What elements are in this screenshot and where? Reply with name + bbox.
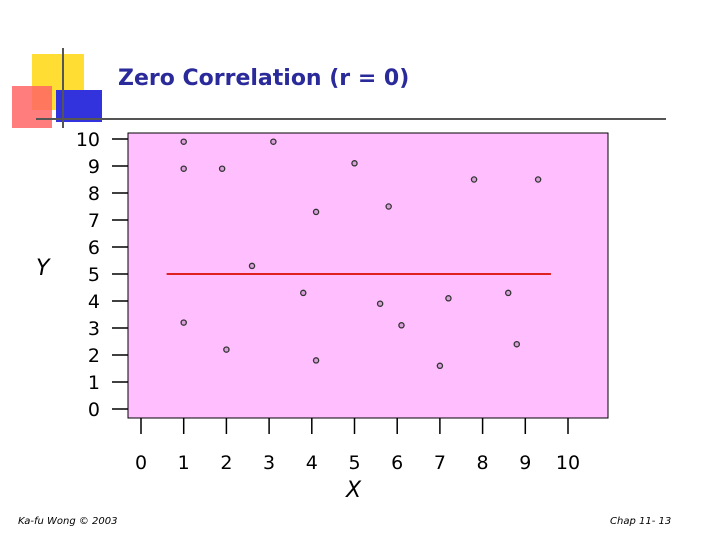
data-point xyxy=(312,357,320,364)
data-point xyxy=(470,176,478,183)
data-point xyxy=(504,289,512,297)
y-tick-label: 5 xyxy=(88,264,100,286)
page-title: Zero Correlation (r = 0) xyxy=(118,66,410,91)
data-point xyxy=(398,322,405,329)
y-tick-label: 10 xyxy=(76,129,100,151)
data-point xyxy=(180,319,187,326)
data-point xyxy=(445,295,452,302)
deco-horizontal-line xyxy=(36,118,666,120)
x-tick-label: 3 xyxy=(263,452,275,474)
x-tick-label: 9 xyxy=(519,452,531,474)
x-tick-label: 1 xyxy=(178,452,190,474)
y-tick-label: 6 xyxy=(88,237,100,259)
data-point xyxy=(218,165,226,172)
deco-red-block xyxy=(12,86,52,128)
data-point xyxy=(436,362,444,370)
data-point xyxy=(385,203,392,210)
data-point xyxy=(513,340,521,348)
data-point xyxy=(180,165,187,172)
data-point xyxy=(248,262,256,270)
x-axis: 0 1 2 3 4 5 6 7 8 9 10 xyxy=(135,418,580,474)
y-tick-label: 8 xyxy=(88,183,100,205)
footer-page-number: Chap 11- 13 xyxy=(610,516,672,527)
x-tick-label: 2 xyxy=(220,452,232,474)
data-point xyxy=(312,208,320,216)
data-point xyxy=(270,138,277,145)
y-tick-label: 2 xyxy=(88,345,100,367)
x-tick-label: 0 xyxy=(135,452,147,474)
y-tick-label: 3 xyxy=(88,318,100,340)
x-tick-label: 5 xyxy=(348,452,360,474)
data-point xyxy=(180,138,187,145)
y-tick-label: 0 xyxy=(88,399,100,421)
deco-vertical-line xyxy=(62,48,64,128)
x-tick-label: 7 xyxy=(434,452,446,474)
x-tick-label: 4 xyxy=(306,452,318,474)
y-axis-label: Y xyxy=(36,256,50,281)
footer-author: Ka-fu Wong © 2003 xyxy=(18,516,118,527)
data-point xyxy=(223,346,230,353)
y-tick-label: 1 xyxy=(88,372,100,394)
y-tick-label: 4 xyxy=(88,291,100,313)
x-tick-label: 8 xyxy=(477,452,489,474)
data-points xyxy=(180,138,542,370)
plot-area xyxy=(127,132,609,419)
data-point xyxy=(300,289,307,297)
y-tick-label: 9 xyxy=(88,156,100,178)
data-point xyxy=(351,160,358,167)
x-tick-label: 10 xyxy=(556,452,580,474)
x-tick-label: 6 xyxy=(391,452,403,474)
data-point xyxy=(376,300,384,307)
y-tick-label: 7 xyxy=(88,210,100,232)
data-point xyxy=(534,176,542,183)
x-axis-label: X xyxy=(346,478,362,503)
